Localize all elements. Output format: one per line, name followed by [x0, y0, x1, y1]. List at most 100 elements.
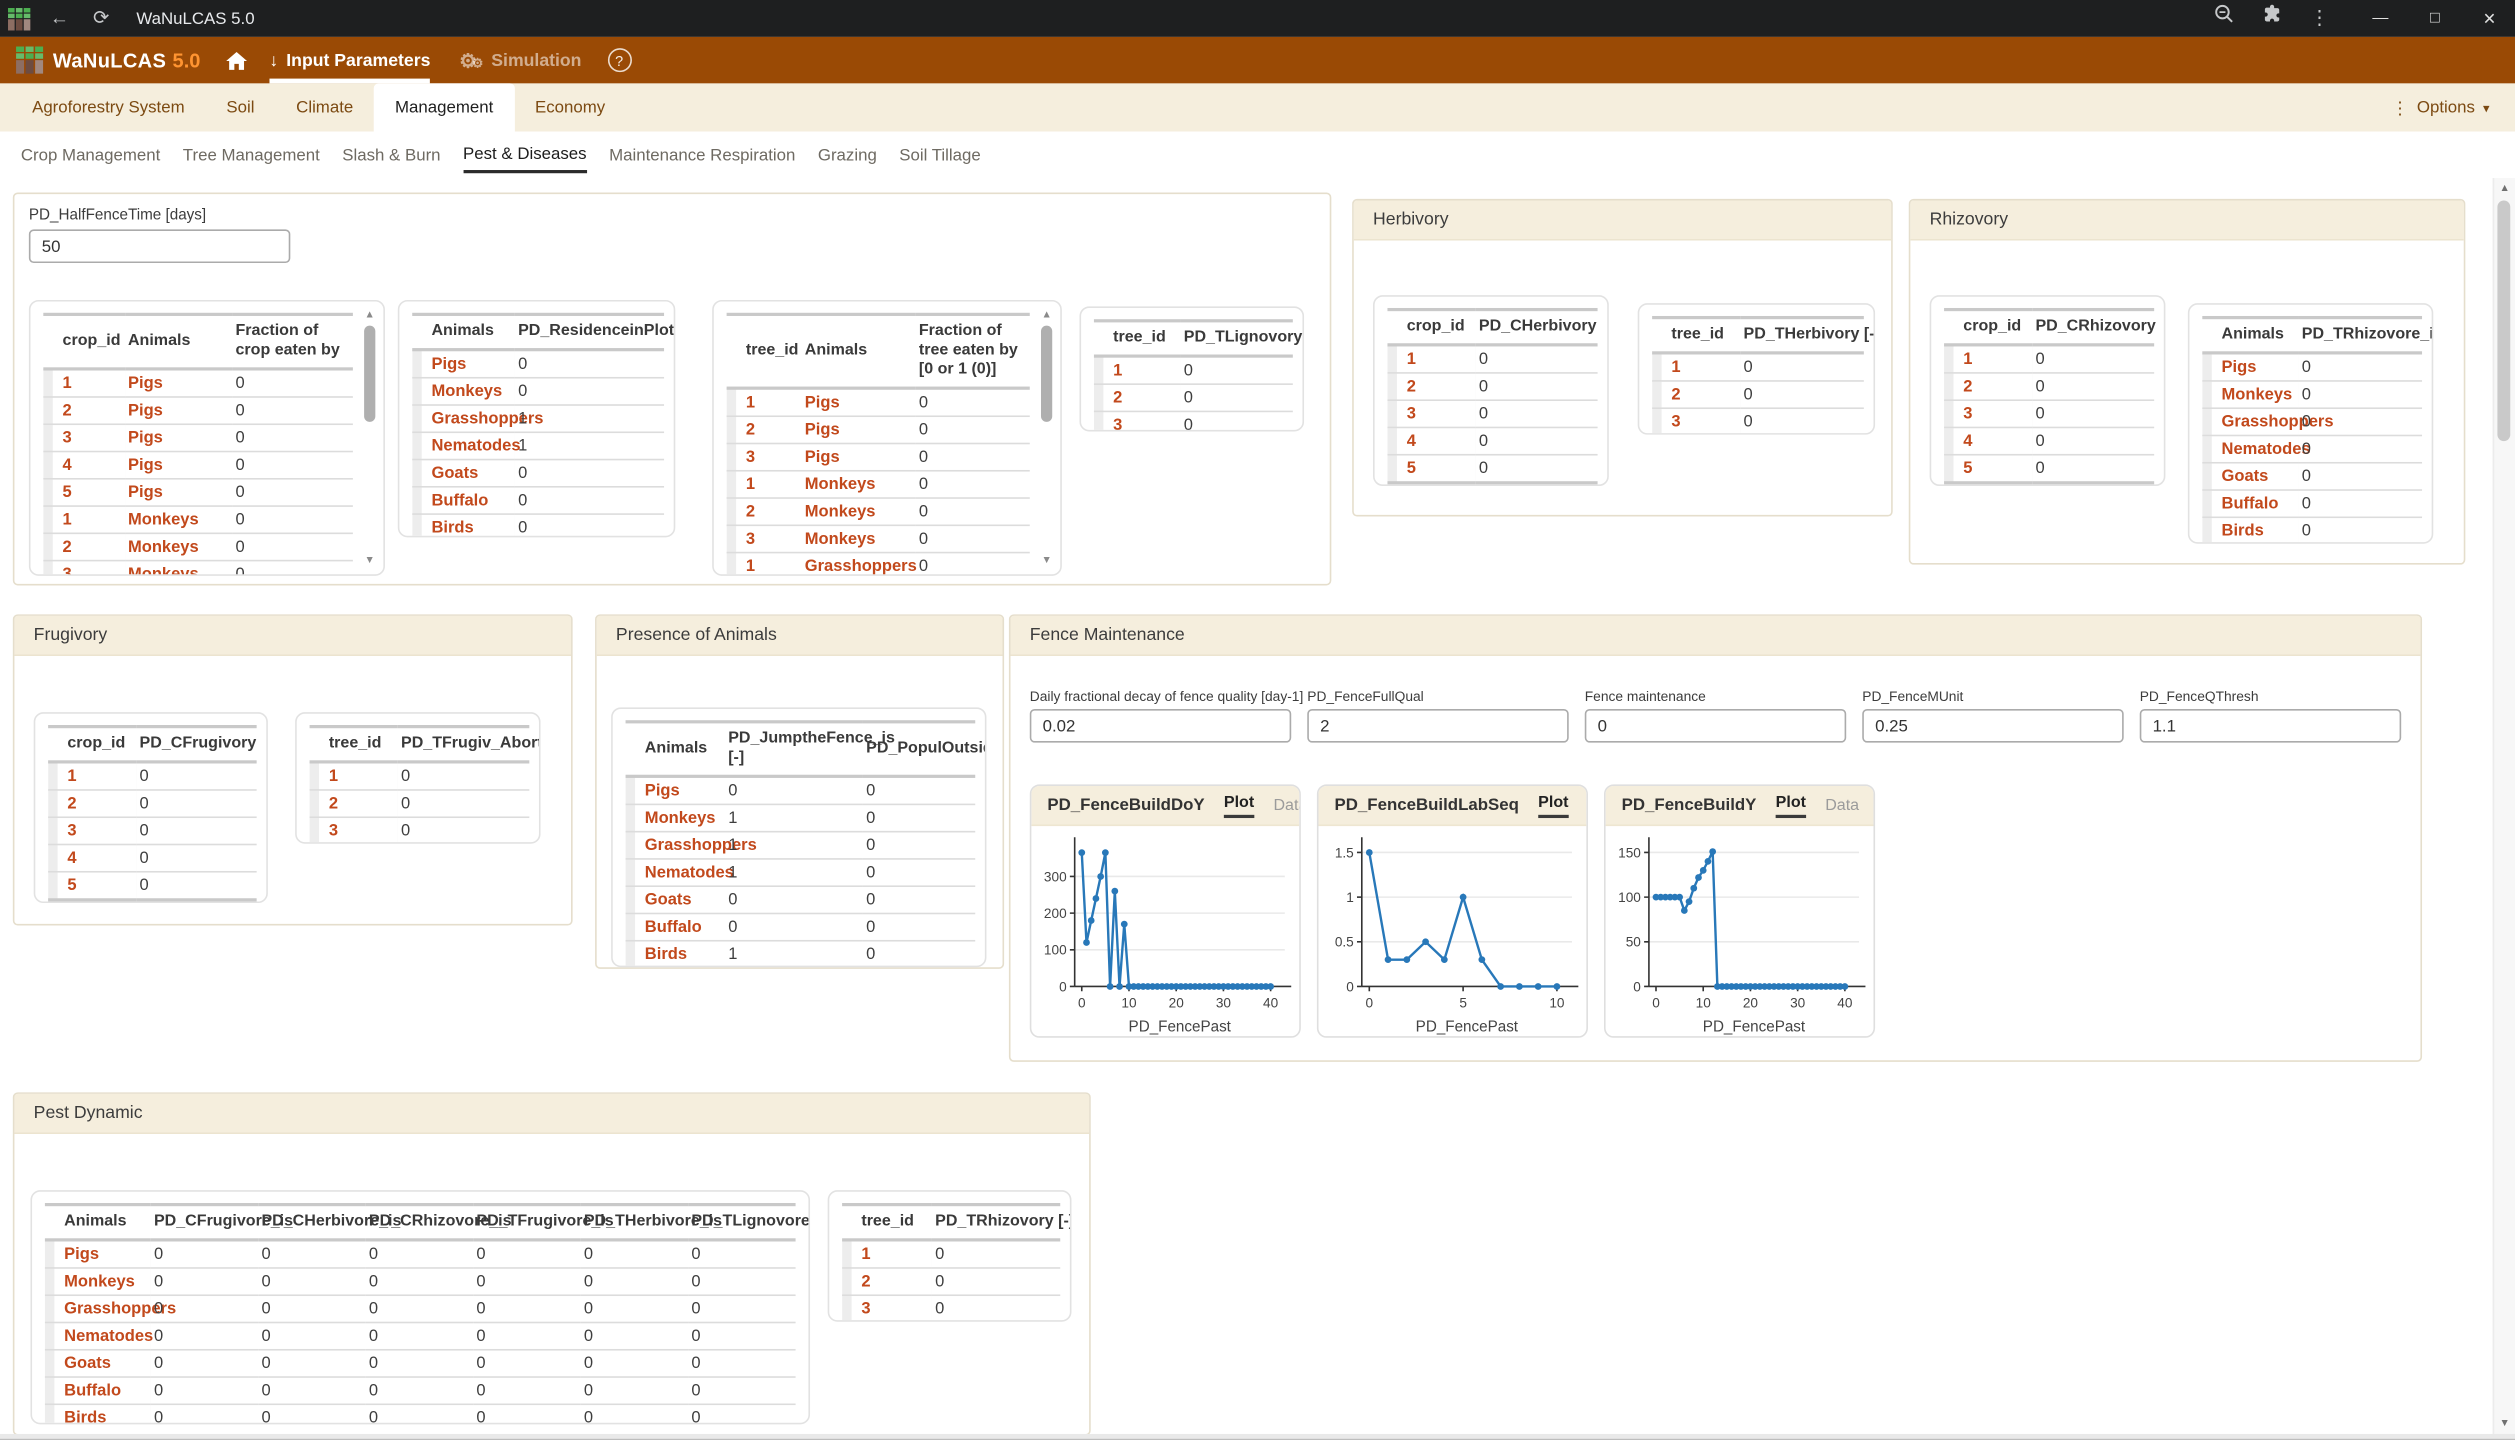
tab-climate[interactable]: Climate: [275, 83, 374, 131]
value-cell[interactable]: 0: [2299, 463, 2423, 490]
value-cell[interactable]: 0: [863, 804, 975, 831]
value-cell[interactable]: 0: [232, 506, 353, 533]
fence-maintenance-input[interactable]: [1585, 709, 1846, 743]
value-cell[interactable]: 0: [366, 1268, 473, 1295]
value-cell[interactable]: 0: [932, 1240, 1060, 1268]
page-scrollbar[interactable]: ▲ ▼: [2493, 178, 2515, 1436]
value-cell[interactable]: 0: [688, 1240, 795, 1268]
card-scrollbar[interactable]: ▲ ▼: [361, 308, 379, 568]
value-cell[interactable]: 0: [258, 1350, 365, 1377]
value-cell[interactable]: 0: [515, 514, 664, 537]
value-cell[interactable]: 0: [688, 1295, 795, 1322]
value-cell[interactable]: 0: [258, 1404, 365, 1424]
value-cell[interactable]: 0: [932, 1295, 1060, 1321]
value-cell[interactable]: 0: [136, 762, 256, 790]
value-cell[interactable]: 0: [2299, 435, 2423, 462]
value-cell[interactable]: 0: [725, 776, 863, 804]
value-cell[interactable]: 0: [688, 1350, 795, 1377]
value-cell[interactable]: 0: [232, 561, 353, 576]
value-cell[interactable]: 0: [1740, 381, 1864, 408]
value-cell[interactable]: 0: [1476, 427, 1598, 454]
value-cell[interactable]: 0: [258, 1322, 365, 1349]
value-cell[interactable]: 0: [366, 1240, 473, 1268]
value-cell[interactable]: 0: [515, 460, 664, 487]
data-tab[interactable]: Data: [1273, 796, 1300, 814]
value-cell[interactable]: 0: [398, 762, 530, 790]
fence-qthresh-input[interactable]: [2140, 709, 2401, 743]
zoom-icon[interactable]: [2210, 0, 2236, 37]
tab-slash-burn[interactable]: Slash & Burn: [342, 136, 440, 171]
value-cell[interactable]: 0: [863, 832, 975, 859]
value-cell[interactable]: 0: [473, 1268, 580, 1295]
value-cell[interactable]: 0: [232, 533, 353, 560]
value-cell[interactable]: 0: [136, 845, 256, 872]
value-cell[interactable]: 0: [2299, 517, 2423, 543]
value-cell[interactable]: 0: [2299, 353, 2423, 381]
value-cell[interactable]: 0: [2299, 381, 2423, 408]
value-cell[interactable]: 0: [151, 1350, 258, 1377]
scroll-down-icon[interactable]: ▼: [1038, 553, 1056, 567]
value-cell[interactable]: 0: [473, 1377, 580, 1404]
minimize-button[interactable]: —: [2355, 0, 2406, 37]
scrollbar-thumb[interactable]: [2497, 201, 2510, 442]
value-cell[interactable]: 0: [473, 1404, 580, 1424]
value-cell[interactable]: 0: [863, 776, 975, 804]
plot-tab[interactable]: Plot: [1538, 793, 1568, 817]
extensions-icon[interactable]: [2258, 0, 2284, 37]
value-cell[interactable]: 0: [151, 1322, 258, 1349]
tab-agroforestry-system[interactable]: Agroforestry System: [11, 83, 205, 131]
value-cell[interactable]: 0: [916, 525, 1030, 552]
value-cell[interactable]: 0: [916, 553, 1030, 576]
value-cell[interactable]: 0: [932, 1268, 1060, 1295]
value-cell[interactable]: 0: [916, 416, 1030, 443]
value-cell[interactable]: 0: [366, 1295, 473, 1322]
scrollbar-thumb[interactable]: [364, 326, 375, 422]
value-cell[interactable]: 0: [366, 1377, 473, 1404]
value-cell[interactable]: 0: [258, 1295, 365, 1322]
fence-fullqual-input[interactable]: [1307, 709, 1568, 743]
value-cell[interactable]: 0: [725, 913, 863, 940]
value-cell[interactable]: 0: [515, 350, 664, 378]
value-cell[interactable]: 0: [515, 378, 664, 405]
value-cell[interactable]: 0: [2032, 373, 2154, 400]
value-cell[interactable]: 0: [151, 1377, 258, 1404]
close-button[interactable]: ×: [2464, 0, 2515, 37]
half-fence-time-input[interactable]: [29, 229, 290, 263]
value-cell[interactable]: 0: [1181, 411, 1293, 431]
value-cell[interactable]: 0: [366, 1322, 473, 1349]
value-cell[interactable]: 0: [581, 1268, 688, 1295]
refresh-icon[interactable]: ⟳: [88, 0, 114, 37]
plot-tab[interactable]: Plot: [1224, 793, 1254, 817]
value-cell[interactable]: 0: [581, 1350, 688, 1377]
value-cell[interactable]: 0: [916, 471, 1030, 498]
value-cell[interactable]: 0: [1476, 455, 1598, 483]
scroll-up-icon[interactable]: ▲: [2494, 181, 2515, 197]
value-cell[interactable]: 0: [151, 1240, 258, 1268]
value-cell[interactable]: 1: [725, 859, 863, 886]
value-cell[interactable]: 0: [258, 1377, 365, 1404]
value-cell[interactable]: 0: [863, 913, 975, 940]
value-cell[interactable]: 0: [581, 1404, 688, 1424]
value-cell[interactable]: 0: [2032, 427, 2154, 454]
value-cell[interactable]: 0: [581, 1295, 688, 1322]
value-cell[interactable]: 0: [136, 872, 256, 900]
tab-maintenance-respiration[interactable]: Maintenance Respiration: [609, 136, 795, 171]
value-cell[interactable]: 0: [398, 790, 530, 817]
home-button[interactable]: [226, 37, 247, 84]
scroll-down-icon[interactable]: ▼: [2494, 1416, 2515, 1432]
value-cell[interactable]: 0: [1476, 345, 1598, 373]
value-cell[interactable]: 0: [916, 498, 1030, 525]
value-cell[interactable]: 0: [515, 487, 664, 514]
browser-menu-icon[interactable]: ⋮: [2307, 0, 2333, 37]
value-cell[interactable]: 0: [232, 452, 353, 479]
value-cell[interactable]: 0: [1476, 373, 1598, 400]
tab-economy[interactable]: Economy: [514, 83, 626, 131]
value-cell[interactable]: 0: [1740, 353, 1864, 381]
value-cell[interactable]: 0: [136, 817, 256, 844]
tab-grazing[interactable]: Grazing: [818, 136, 877, 171]
value-cell[interactable]: 0: [2032, 345, 2154, 373]
value-cell[interactable]: 0: [863, 941, 975, 967]
value-cell[interactable]: 0: [398, 817, 530, 843]
data-tab[interactable]: Data: [1825, 796, 1859, 814]
value-cell[interactable]: 0: [366, 1404, 473, 1424]
